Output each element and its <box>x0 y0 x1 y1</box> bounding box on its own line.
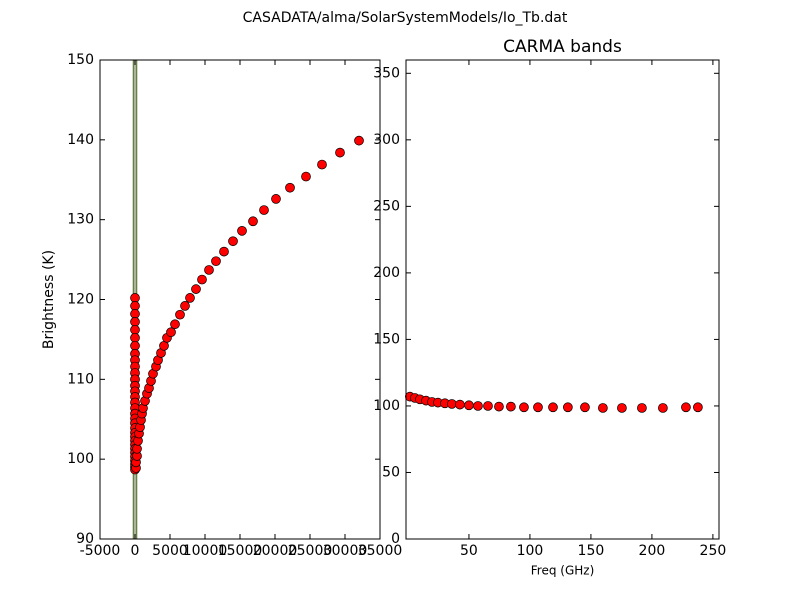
point <box>228 236 238 247</box>
point <box>248 216 258 227</box>
y-tick-label: 120 <box>67 292 94 308</box>
y-axis-label: Brightness (K) <box>41 250 57 349</box>
point <box>580 402 590 413</box>
point <box>219 246 229 257</box>
point <box>681 402 691 413</box>
point <box>563 402 573 413</box>
markers <box>130 135 364 475</box>
axes-frame <box>405 59 720 540</box>
y-tick-label: 90 <box>76 531 94 547</box>
x-tick-label: 250 <box>700 543 727 559</box>
point <box>506 401 516 412</box>
y-tick-label: 100 <box>373 398 400 414</box>
y-tick-label: 100 <box>67 451 94 467</box>
x-tick-label: 15000 <box>218 543 263 559</box>
point <box>317 159 327 170</box>
y-tick-label: 110 <box>67 371 94 387</box>
x-axis-label: Freq (GHz) <box>531 564 595 578</box>
point <box>494 401 504 412</box>
point <box>132 443 142 454</box>
markers <box>405 391 703 413</box>
x-tick-label: 20000 <box>253 543 298 559</box>
point <box>175 309 185 320</box>
point <box>170 319 180 330</box>
point <box>637 403 647 413</box>
point <box>464 400 474 411</box>
x-tick-label: 25000 <box>288 543 333 559</box>
y-tick-label: 50 <box>382 464 400 480</box>
point <box>473 401 483 411</box>
y-tick-label: 250 <box>373 198 400 214</box>
y-tick-label: 0 <box>391 531 400 547</box>
x-tick-label: 30000 <box>323 543 368 559</box>
point <box>455 399 465 410</box>
y-tick-label: 350 <box>373 65 400 81</box>
y-tick-label: 200 <box>373 265 400 281</box>
point <box>519 402 529 413</box>
point <box>335 147 345 158</box>
point <box>693 402 703 413</box>
point <box>259 205 269 215</box>
y-tick-label: 150 <box>67 52 94 68</box>
point <box>204 265 214 275</box>
point <box>301 171 311 182</box>
point <box>598 403 608 413</box>
x-tick-label: 200 <box>639 543 666 559</box>
point <box>285 182 295 193</box>
point <box>166 327 176 338</box>
y-tick-label: 150 <box>373 331 400 347</box>
axes-title: CARMA bands <box>503 37 622 57</box>
y-tick-label: 300 <box>373 132 400 148</box>
point <box>533 402 543 413</box>
x-tick-label: 10000 <box>183 543 228 559</box>
x-tick-label: 100 <box>517 543 544 559</box>
x-tick-label: 150 <box>578 543 605 559</box>
point <box>447 399 457 409</box>
point <box>354 135 364 146</box>
y-tick-label: 130 <box>67 212 94 228</box>
x-tick-label: 35000 <box>358 543 403 559</box>
x-tick-label: 50 <box>460 543 478 559</box>
point <box>483 401 493 411</box>
point <box>548 402 558 413</box>
x-tick-label: -5000 <box>80 543 121 559</box>
point <box>617 403 627 413</box>
x-tick-label: 0 <box>131 543 140 559</box>
y-tick-label: 140 <box>67 132 94 148</box>
point <box>658 403 668 413</box>
point <box>180 301 190 311</box>
point <box>211 256 221 267</box>
point <box>191 284 201 294</box>
point <box>237 225 247 236</box>
point <box>271 194 281 204</box>
figure-title: CASADATA/alma/SolarSystemModels/Io_Tb.da… <box>243 10 568 26</box>
point <box>197 274 207 285</box>
x-tick-label: 5000 <box>152 543 188 559</box>
point <box>185 293 195 303</box>
